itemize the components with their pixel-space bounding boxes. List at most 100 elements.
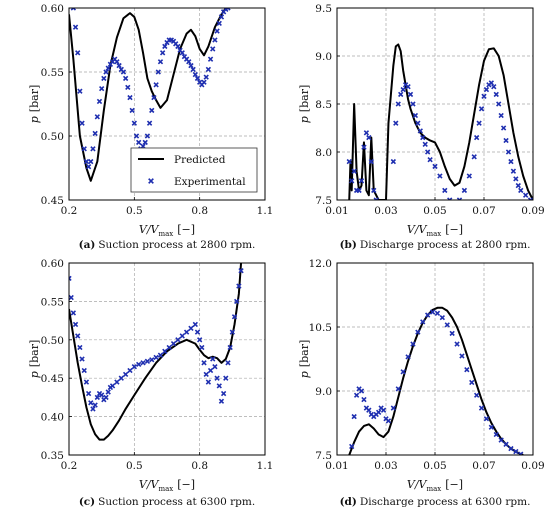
grid <box>336 262 534 456</box>
experimental-point <box>478 106 485 112</box>
experimental-point <box>81 367 87 374</box>
experimental-point <box>417 128 423 134</box>
experimental-point <box>92 402 98 408</box>
experimental-point <box>434 310 441 317</box>
experimental-point <box>205 379 212 385</box>
y-tick-label: 0.35 <box>41 450 64 462</box>
y-tick-label: 9.0 <box>315 386 332 398</box>
panel-b: 0.01 0.03 0.05 0.07 0.09 7.5 8.0 8.5 9.0 9.5 p[ba… <box>298 3 545 251</box>
experimental-point <box>114 379 120 385</box>
experimental-point <box>420 134 426 141</box>
experimental-point <box>218 398 225 404</box>
experimental-point <box>92 130 98 137</box>
y-tick-label: 0.45 <box>41 373 64 385</box>
experimental-point <box>162 348 168 354</box>
experimental-point <box>415 120 421 126</box>
experimental-point <box>129 107 135 114</box>
experimental-point <box>373 197 379 200</box>
experimental-point <box>170 340 177 347</box>
experimental-point <box>380 407 387 413</box>
experimental-point <box>503 441 509 447</box>
x-tick-label: 0.03 <box>374 460 397 472</box>
experimental-point <box>476 120 482 126</box>
experimental-point <box>207 56 214 62</box>
experimental-point <box>229 329 235 335</box>
predicted-line <box>69 263 243 441</box>
experimental-point <box>85 390 92 397</box>
experimental-point <box>513 448 519 455</box>
experimental-point <box>157 59 164 65</box>
experimental-point <box>483 86 490 93</box>
experimental-point <box>83 158 90 165</box>
plot-frame <box>68 262 266 456</box>
experimental-point <box>144 358 151 364</box>
experimental-point <box>493 431 499 438</box>
experimental-point <box>429 309 436 315</box>
experimental-point <box>69 275 72 282</box>
experimental-point <box>424 312 431 318</box>
predicted-line <box>348 43 533 200</box>
experimental-point <box>179 50 185 56</box>
x-axis-label: V/Vmax [−] <box>139 223 195 238</box>
experimental-point <box>218 14 225 20</box>
experimental-point <box>424 149 431 155</box>
experimental-point <box>349 443 355 450</box>
experimental-point <box>140 360 146 366</box>
experimental-point <box>188 325 194 331</box>
experimental-point <box>361 144 367 150</box>
experimental-point <box>136 139 142 146</box>
y-tick-label: 10.5 <box>309 322 332 334</box>
y-tick-label: 0.55 <box>41 296 64 308</box>
x-tick-label: 0.07 <box>472 205 495 217</box>
experimental-point <box>454 341 460 347</box>
experimental-point <box>400 86 406 93</box>
y-tick-label: 0.55 <box>41 67 64 79</box>
experimental-point <box>157 352 164 358</box>
experimental-point <box>346 158 352 165</box>
experimental-point <box>192 71 198 78</box>
y-tick-label: 9.5 <box>315 3 332 15</box>
grid <box>68 262 266 456</box>
experimental-point <box>99 392 105 398</box>
experimental-point <box>151 94 157 101</box>
experimental-point <box>351 168 357 174</box>
experimental-point <box>144 133 151 139</box>
experimental-point <box>101 75 107 82</box>
caption-a: (a) Suction process at 2800 rpm. <box>79 239 256 251</box>
y-tick-label: 7.5 <box>315 450 332 462</box>
caption-d: (d) Discharge process at 6300 rpm. <box>340 496 531 508</box>
y-axis-label: p[bar] <box>298 85 311 124</box>
y-tick-label: 0.60 <box>41 3 64 15</box>
experimental-point <box>493 91 499 98</box>
experimental-point <box>179 333 185 339</box>
experimental-point <box>363 130 370 136</box>
y-tick-label: 8.0 <box>315 147 332 159</box>
experimental-point <box>69 294 74 301</box>
experimental-point <box>166 344 172 351</box>
panel-d: 0.01 0.03 0.05 0.07 0.09 7.5 9.0 10.5 12.0 p[bar… <box>298 258 545 508</box>
experimental-point <box>483 416 490 422</box>
x-tick-label: 0.05 <box>423 460 446 472</box>
predicted-series <box>348 43 533 200</box>
experimental-point <box>456 197 463 200</box>
experimental-point <box>390 405 397 411</box>
experimental-point <box>437 173 443 179</box>
experimental-point <box>183 329 190 335</box>
experimental-point <box>227 344 233 351</box>
experimental-point <box>515 182 521 189</box>
experimental-point <box>203 371 209 378</box>
experimental-point <box>90 406 96 412</box>
legend: Predicted Experimental <box>130 147 258 193</box>
experimental-point <box>500 125 507 131</box>
experimental-point <box>361 396 367 403</box>
experimental-point <box>162 43 168 50</box>
y-axis-label: p[bar] <box>28 85 41 124</box>
experimental-point <box>85 164 92 170</box>
experimental-point <box>131 120 137 126</box>
experimental-point <box>518 451 524 455</box>
y-tick-label: 9.0 <box>315 51 332 63</box>
predicted-line <box>69 8 227 182</box>
experimental-point <box>393 120 399 126</box>
experimental-point <box>118 375 124 381</box>
experimental-point <box>79 120 85 126</box>
